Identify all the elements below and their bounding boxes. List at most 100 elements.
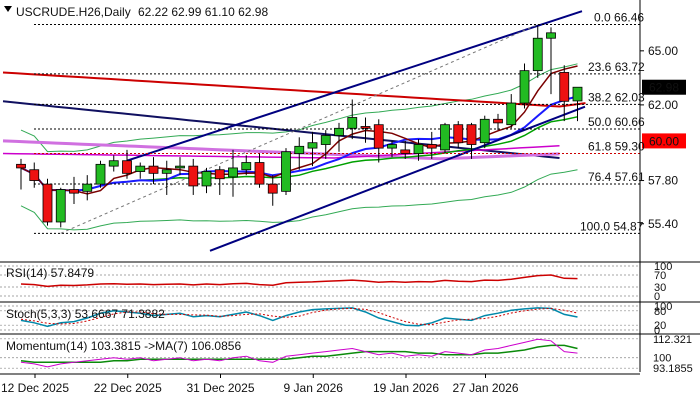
collapse-triangle-icon[interactable]: [4, 6, 12, 12]
candle: [294, 137, 305, 170]
band-lower-line: [20, 169, 578, 231]
last-price-tag-text: 62.98: [649, 81, 679, 95]
stoch-tick-label: 80: [654, 306, 666, 318]
candle: [55, 187, 66, 228]
candle-body: [506, 102, 517, 126]
candle: [479, 115, 490, 149]
last-price-tag: [642, 79, 686, 95]
fib-level-label: 23.6 63.72: [588, 60, 645, 74]
momentum-tick-label: 100: [653, 353, 671, 365]
candle: [188, 158, 199, 195]
ma-long-red-line: [2, 71, 586, 108]
rsi-tick-label: 100: [654, 261, 672, 273]
candle-body: [175, 165, 185, 169]
candle: [254, 153, 265, 188]
candle-body: [360, 126, 371, 129]
candle-body: [241, 162, 252, 171]
candle: [108, 155, 119, 172]
rsi-panel: RSI(14) 57.8479 100 70 30 0: [0, 261, 700, 303]
grid-layer: [640, 50, 644, 225]
fib-level-label: 50.0 60.66: [588, 115, 645, 129]
candle: [387, 140, 397, 158]
candle-body: [307, 142, 318, 149]
fib-level-label: 0.0 66.46: [594, 11, 644, 25]
stoch-tick-label: 0: [654, 325, 660, 337]
price-tick-label: 57.80: [648, 174, 678, 188]
trendlines: [126, 10, 586, 252]
stoch-d-line: [20, 307, 578, 326]
candle-body: [228, 167, 238, 178]
momentum-panel: Momentum(14) 103.3815 ->MA(7) 106.0856 1…: [0, 333, 700, 375]
candle-body: [55, 189, 66, 223]
date-tick-label: 12 Dec 2025: [1, 381, 69, 395]
candle: [440, 122, 450, 154]
lower-trendline: [209, 105, 586, 252]
date-tick-label: 31 Dec 2025: [186, 381, 254, 395]
candle: [29, 162, 40, 188]
price-tick-label: 65.00: [648, 44, 678, 58]
rsi-tick-label: 70: [654, 270, 666, 282]
candle-body: [108, 160, 119, 167]
rsi-tick-label: 30: [654, 282, 666, 294]
date-tick-label: 9 Jan 2026: [284, 381, 344, 395]
candle: [135, 162, 146, 179]
candle-body: [82, 183, 93, 192]
candle: [214, 166, 225, 195]
candle-body: [281, 151, 291, 192]
fib-level-label: 76.4 57.61: [588, 170, 645, 184]
candlesticks: [16, 25, 583, 228]
candle: [373, 119, 384, 163]
stoch-tick-label: 20: [654, 320, 666, 332]
candle: [16, 158, 26, 190]
ohlc-header: 62.22 62.99 61.10 62.98: [138, 5, 268, 19]
bollinger-bands: [20, 63, 578, 231]
candle: [201, 167, 212, 194]
momentum-label: Momentum(14) 103.3815 ->MA(7) 106.0856: [6, 339, 241, 353]
candle-body: [532, 37, 543, 72]
candle: [334, 122, 344, 152]
candle: [559, 65, 570, 122]
candle: [546, 27, 556, 95]
momentum-tick-label: 93.1855: [653, 363, 693, 375]
candle-body: [294, 145, 305, 154]
candle-body: [148, 165, 159, 174]
momentum-line: [20, 338, 578, 368]
candle: [466, 122, 477, 159]
candle-body: [387, 144, 397, 149]
candle-body: [466, 124, 477, 145]
candle-body: [161, 169, 172, 174]
candle: [426, 131, 437, 159]
candle: [122, 149, 132, 179]
stoch-label: Stoch(5,3,3) 53.6667 71.3882: [6, 307, 165, 321]
candle-body: [320, 135, 331, 145]
candle: [400, 140, 411, 159]
candle: [241, 155, 252, 176]
candle: [95, 160, 106, 188]
candle: [175, 157, 185, 176]
ma-navy-line: [2, 100, 560, 159]
fib-anchor-line: [60, 24, 538, 234]
price-tick-label: 62.00: [648, 98, 678, 112]
candle-body: [453, 124, 464, 144]
fib-level-labels: 0.0 66.46 23.6 63.72 38.2 62.03 50.0 60.…: [580, 11, 645, 234]
momentum-tick-label: 112.321: [653, 334, 692, 346]
candle-body: [519, 70, 530, 104]
candle: [148, 157, 159, 185]
candle: [42, 178, 53, 226]
fib-level-label: 38.2 62.03: [588, 90, 645, 104]
time-axis: 12 Dec 2025 22 Dec 2025 31 Dec 2025 9 Ja…: [0, 373, 640, 395]
candle-body: [426, 144, 437, 149]
candle: [228, 149, 238, 197]
candle-body: [214, 169, 225, 180]
candle: [281, 148, 291, 195]
stoch-panel: Stoch(5,3,3) 53.6667 71.3882 100 80 20 0: [0, 301, 700, 337]
candle-body: [95, 163, 106, 185]
rsi-label: RSI(14) 57.8479: [6, 266, 94, 280]
candle-body: [267, 183, 278, 194]
candle: [267, 175, 278, 206]
level-price-tag-text: 60.00: [649, 134, 679, 148]
candle-body: [559, 72, 570, 102]
candle: [532, 25, 543, 78]
